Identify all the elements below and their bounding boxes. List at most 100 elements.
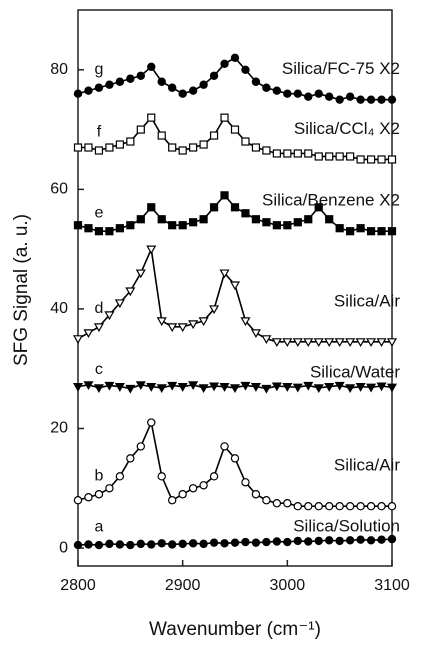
marker xyxy=(283,221,292,230)
marker xyxy=(387,502,397,511)
marker xyxy=(283,89,292,98)
marker xyxy=(377,95,386,104)
marker xyxy=(178,221,187,230)
marker xyxy=(262,537,271,547)
marker xyxy=(366,95,376,104)
marker xyxy=(199,539,208,549)
marker xyxy=(345,536,355,545)
marker xyxy=(73,496,83,505)
marker xyxy=(104,381,115,391)
series-letter: c xyxy=(95,361,103,378)
marker xyxy=(377,535,386,544)
marker xyxy=(261,335,272,345)
y-tick-label: 0 xyxy=(59,539,68,556)
marker xyxy=(167,381,178,391)
marker xyxy=(125,287,136,297)
marker xyxy=(241,537,250,547)
marker xyxy=(157,131,166,140)
marker xyxy=(220,59,229,69)
marker xyxy=(262,218,271,227)
marker xyxy=(229,384,241,394)
marker xyxy=(230,454,240,463)
marker xyxy=(293,536,302,546)
marker xyxy=(94,83,104,92)
marker xyxy=(115,472,125,481)
marker xyxy=(335,95,344,104)
marker xyxy=(251,490,261,499)
marker xyxy=(157,539,166,548)
marker xyxy=(262,496,271,505)
series-letter: b xyxy=(94,467,103,484)
marker xyxy=(230,53,240,63)
marker xyxy=(73,143,83,152)
marker xyxy=(304,215,313,224)
marker xyxy=(387,155,397,164)
marker xyxy=(105,484,114,493)
marker xyxy=(177,383,188,392)
marker xyxy=(376,382,387,392)
marker xyxy=(240,317,251,327)
marker xyxy=(272,221,281,230)
marker xyxy=(356,224,365,233)
marker xyxy=(230,538,240,547)
marker xyxy=(114,383,125,392)
marker xyxy=(377,227,386,236)
marker xyxy=(334,381,345,391)
marker xyxy=(178,490,187,499)
x-axis-label: Wavenumber (cm⁻¹) xyxy=(149,619,321,640)
marker xyxy=(156,384,167,394)
marker xyxy=(167,496,177,505)
marker xyxy=(345,92,355,101)
marker xyxy=(220,191,229,200)
marker xyxy=(272,149,281,158)
marker xyxy=(188,86,198,95)
marker xyxy=(157,472,166,481)
marker xyxy=(314,536,323,546)
marker xyxy=(188,539,198,548)
marker xyxy=(345,384,356,394)
marker xyxy=(366,383,377,393)
marker xyxy=(209,131,219,140)
marker xyxy=(84,224,93,233)
marker xyxy=(262,146,271,155)
marker xyxy=(241,137,250,146)
marker xyxy=(356,502,365,511)
marker xyxy=(303,338,314,348)
marker xyxy=(73,540,83,550)
marker xyxy=(199,140,208,149)
marker xyxy=(209,305,220,315)
marker xyxy=(345,338,356,348)
marker xyxy=(93,323,104,333)
marker xyxy=(219,269,230,279)
x-tick-label: 3000 xyxy=(270,577,306,594)
marker xyxy=(136,442,145,451)
series-letter: g xyxy=(94,61,103,78)
marker xyxy=(314,203,323,212)
y-tick-label: 80 xyxy=(50,61,68,78)
plot-frame xyxy=(77,9,393,567)
marker xyxy=(304,149,313,158)
marker xyxy=(346,227,355,236)
marker xyxy=(366,227,376,236)
marker xyxy=(335,536,344,546)
marker xyxy=(262,83,271,92)
marker xyxy=(283,537,292,547)
marker xyxy=(136,215,145,224)
marker xyxy=(147,113,156,122)
marker xyxy=(304,502,313,511)
marker xyxy=(157,215,166,224)
marker xyxy=(325,152,334,161)
marker xyxy=(83,381,94,391)
series-label: Silica/Solution xyxy=(293,517,400,536)
marker xyxy=(356,155,365,164)
marker xyxy=(198,384,209,394)
marker xyxy=(147,203,156,212)
marker xyxy=(325,215,334,224)
marker xyxy=(376,338,387,348)
marker xyxy=(240,381,251,391)
marker xyxy=(126,454,135,463)
series-label: Silica/Water xyxy=(310,363,400,382)
marker xyxy=(272,499,282,508)
marker xyxy=(250,329,261,339)
marker xyxy=(251,538,261,547)
